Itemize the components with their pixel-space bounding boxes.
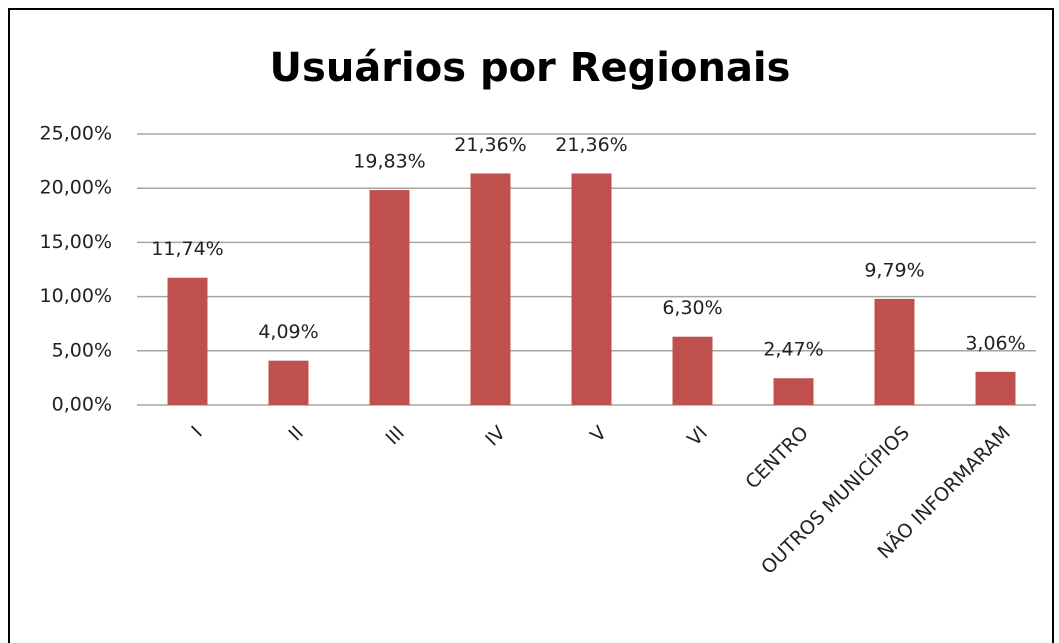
y-tick-label: 0,00% [52,394,112,416]
value-label: 9,79% [864,259,924,281]
bar [369,190,410,405]
bar [975,371,1016,405]
chart-title: Usuários por Regionais [270,45,791,91]
bar [571,173,612,405]
y-tick-label: 10,00% [40,285,112,307]
value-label: 2,47% [763,339,823,361]
bar [167,277,208,405]
value-label: 19,83% [353,151,425,173]
bar [470,173,511,405]
value-label: 11,74% [151,238,223,260]
value-label: 3,06% [965,332,1025,354]
bar [672,336,713,405]
value-label: 4,09% [258,321,318,343]
y-tick-label: 5,00% [52,339,112,361]
value-label: 21,36% [454,134,526,156]
value-label: 6,30% [662,297,722,319]
bar [268,360,309,405]
bar [773,378,814,405]
value-label: 21,36% [555,134,627,156]
bar [874,298,915,405]
y-tick-label: 25,00% [40,123,112,145]
y-tick-label: 15,00% [40,231,112,253]
y-tick-label: 20,00% [40,177,112,199]
